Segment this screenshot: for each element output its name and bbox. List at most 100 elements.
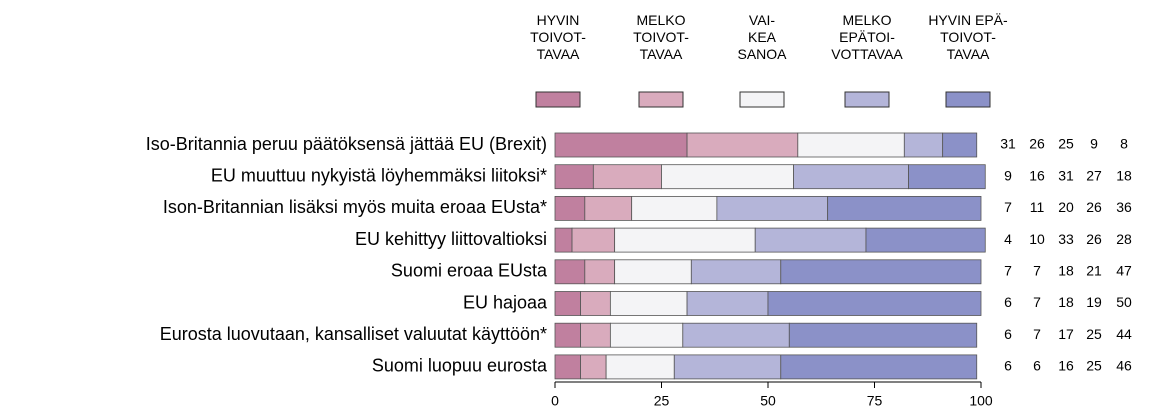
value-label: 25 (1086, 326, 1102, 342)
x-tick-label: 25 (654, 393, 670, 409)
value-label: 7 (1033, 294, 1041, 310)
bar-segment (554, 322, 581, 348)
bar-segment (865, 227, 986, 253)
bar-segment (767, 291, 982, 316)
value-label: 31 (1000, 136, 1016, 152)
bar-segment (580, 291, 611, 316)
legend-label: HYVIN EPÄ- TOIVOT- TAVAA (928, 12, 1008, 62)
bar-segment (554, 164, 594, 190)
bar-segment (797, 132, 905, 158)
bar-segment (580, 322, 611, 348)
bar-segment (716, 195, 829, 221)
value-label: 7 (1004, 199, 1012, 215)
value-label: 10 (1029, 231, 1045, 247)
value-label: 8 (1120, 136, 1128, 152)
legend-swatch (844, 91, 890, 108)
category-label: Ison-Britannian lisäksi myös muita eroaa… (163, 197, 547, 217)
legend-swatch (535, 91, 581, 108)
bar-segment (614, 259, 692, 285)
bar-segment (780, 259, 982, 285)
value-label: 6 (1033, 358, 1041, 374)
value-label: 25 (1086, 358, 1102, 374)
value-label: 25 (1058, 136, 1074, 152)
x-tick-label: 0 (551, 393, 559, 409)
bar-segment (584, 259, 616, 285)
value-label: 20 (1058, 199, 1074, 215)
value-label: 11 (1030, 199, 1045, 215)
value-label: 9 (1090, 136, 1098, 152)
value-label: 19 (1086, 294, 1102, 310)
bar-segment (614, 227, 756, 253)
bar-segment (686, 132, 799, 158)
value-label: 47 (1116, 263, 1132, 279)
value-label: 18 (1058, 263, 1074, 279)
value-label: 7 (1033, 326, 1041, 342)
legend-swatch (739, 91, 785, 108)
bar-segment (609, 291, 688, 316)
bar-segment (605, 354, 675, 380)
category-label: Iso-Britannia peruu päätöksensä jättää E… (146, 134, 547, 154)
bar-segment (554, 291, 581, 316)
x-tick-label: 50 (760, 393, 776, 409)
value-label: 16 (1029, 167, 1045, 183)
value-label: 26 (1086, 199, 1102, 215)
bar-segment (908, 164, 986, 190)
category-label: EU kehittyy liittovaltioksi (355, 229, 547, 249)
category-label: EU hajoaa (463, 292, 548, 312)
value-label: 4 (1004, 231, 1012, 247)
value-label: 46 (1116, 358, 1132, 374)
bar-segment (554, 227, 573, 253)
value-label: 16 (1058, 358, 1074, 374)
bar-segment (554, 132, 688, 158)
legend-label: HYVIN TOIVOT- TAVAA (530, 12, 586, 62)
value-label: 7 (1004, 263, 1012, 279)
bar-segment (580, 354, 607, 380)
legend-swatch (945, 91, 991, 108)
bar-segment (754, 227, 867, 253)
value-label: 50 (1116, 294, 1132, 310)
bar-segment (631, 195, 718, 221)
value-label: 18 (1058, 294, 1074, 310)
bar-segment (554, 354, 581, 380)
value-label: 31 (1058, 167, 1074, 183)
bar-segment (592, 164, 662, 190)
value-label: 9 (1004, 167, 1012, 183)
bar-segment (780, 354, 978, 380)
value-label: 28 (1116, 231, 1132, 247)
bar-segment (690, 259, 782, 285)
x-tick-label: 75 (867, 393, 883, 409)
value-label: 44 (1116, 326, 1132, 342)
value-label: 18 (1116, 167, 1132, 183)
legend-label: VAI- KEA SANOA (737, 12, 787, 62)
value-label: 33 (1058, 231, 1074, 247)
value-label: 26 (1029, 136, 1045, 152)
value-label: 7 (1033, 263, 1041, 279)
bar-segment (686, 291, 769, 316)
bar-segment (942, 132, 978, 158)
bar-segment (554, 195, 586, 221)
legend-label: MELKO TOIVOT- TAVAA (633, 12, 689, 62)
legend-swatch (638, 91, 684, 108)
category-label: EU muuttuu nykyistä löyhemmäksi liitoksi… (211, 165, 547, 185)
bar-segment (609, 322, 684, 348)
value-label: 36 (1116, 199, 1132, 215)
bar-segment (584, 195, 633, 221)
category-label: Eurosta luovutaan, kansalliset valuutat … (160, 324, 547, 344)
bar-segment (903, 132, 944, 158)
legend-label: MELKO EPÄTOI- VOTTAVAA (831, 12, 903, 62)
bar-segment (793, 164, 909, 190)
bar-segment (827, 195, 982, 221)
value-label: 27 (1086, 167, 1102, 183)
value-label: 21 (1086, 263, 1102, 279)
value-label: 17 (1058, 326, 1074, 342)
value-label: 6 (1004, 358, 1012, 374)
bar-segment (788, 322, 978, 348)
x-tick-label: 100 (969, 393, 993, 409)
bar-segment (673, 354, 782, 380)
value-label: 6 (1004, 326, 1012, 342)
value-label: 26 (1086, 231, 1102, 247)
bar-segment (682, 322, 790, 348)
bar-segment (554, 259, 586, 285)
